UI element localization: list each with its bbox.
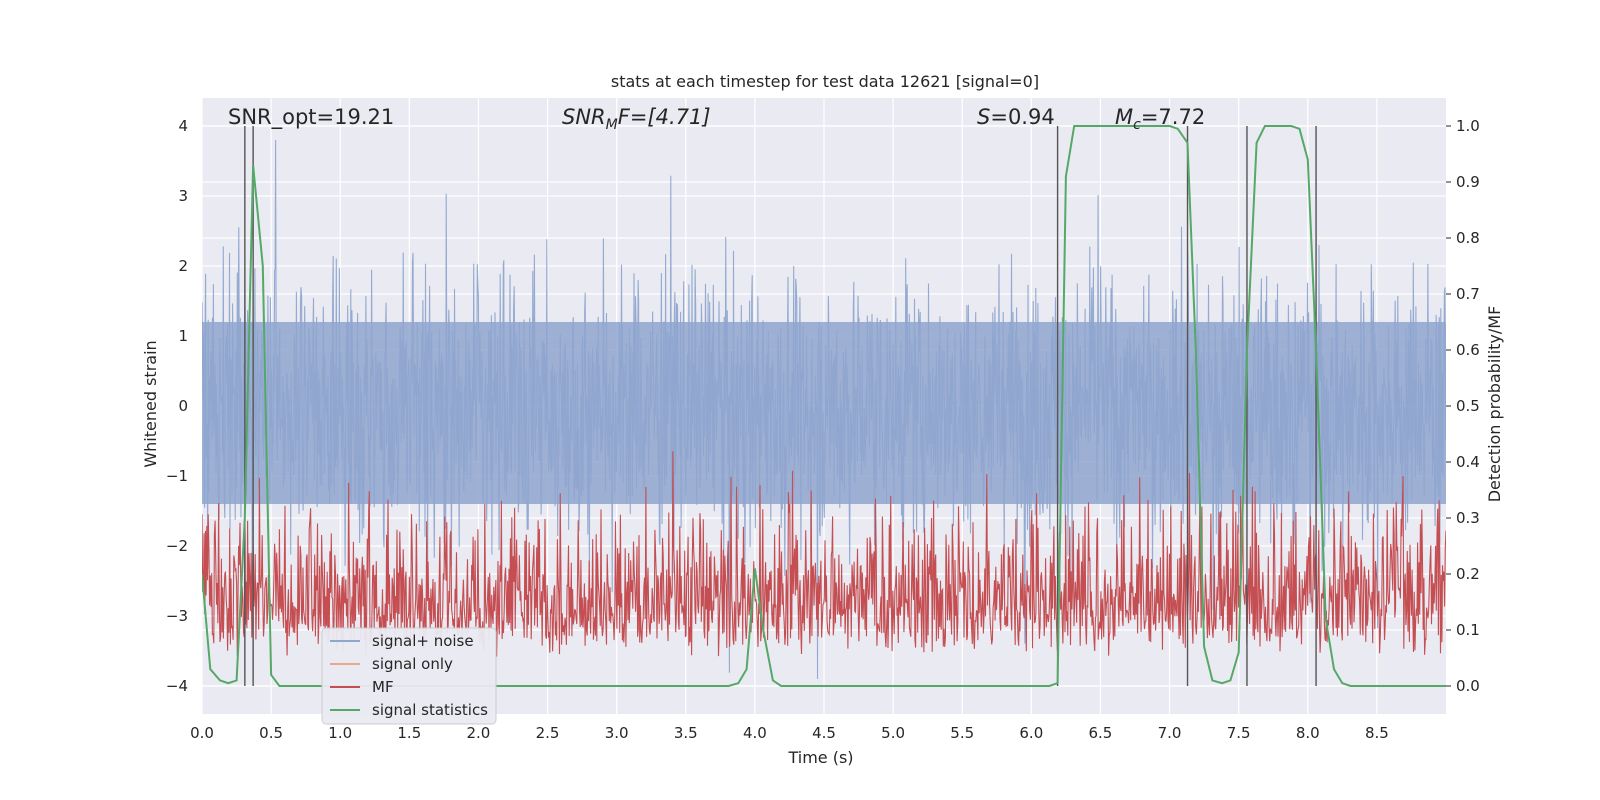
legend-label-signal-statistics: signal statistics bbox=[372, 701, 488, 719]
x-tick-label: 4.0 bbox=[743, 724, 767, 742]
series-mf bbox=[202, 451, 1446, 657]
legend-box bbox=[321, 627, 497, 725]
y2-tick-label: 0.6 bbox=[1456, 341, 1480, 359]
y-tick-label: 4 bbox=[178, 117, 188, 135]
y-tick-label: 0 bbox=[178, 397, 188, 415]
plot-content bbox=[202, 125, 1446, 687]
x-tick-label: 6.0 bbox=[1019, 724, 1043, 742]
y-tick-label: 1 bbox=[178, 327, 188, 345]
y2-tick-label: 0.8 bbox=[1456, 229, 1480, 247]
series-signal-statistics bbox=[202, 125, 1446, 687]
annotation-mc: Mc=7.72 bbox=[1115, 105, 1205, 133]
x-axis-label: Time (s) bbox=[787, 748, 853, 767]
x-tick-label: 2.0 bbox=[467, 724, 491, 742]
series-signal-noise-core bbox=[202, 322, 1446, 504]
y-tick-label: 3 bbox=[178, 187, 188, 205]
x-tick-label: 7.0 bbox=[1158, 724, 1182, 742]
y-tick-label: −4 bbox=[166, 677, 188, 695]
y-tick-label: −1 bbox=[166, 467, 188, 485]
y-tick-label: 2 bbox=[178, 257, 188, 275]
x-tick-label: 4.5 bbox=[812, 724, 836, 742]
legend: signal+ noise signal only MF signal stat… bbox=[321, 627, 497, 725]
x-tick-label: 5.5 bbox=[950, 724, 974, 742]
legend-label-signal-only: signal only bbox=[372, 655, 453, 673]
x-tick-label: 7.5 bbox=[1227, 724, 1251, 742]
y2-tick-label: 0.2 bbox=[1456, 565, 1480, 583]
chart-title: stats at each timestep for test data 126… bbox=[611, 72, 1039, 91]
x-tick-label: 2.5 bbox=[536, 724, 560, 742]
x-tick-label: 5.0 bbox=[881, 724, 905, 742]
x-tick-label: 6.5 bbox=[1089, 724, 1113, 742]
y2-tick-label: 0.4 bbox=[1456, 453, 1480, 471]
y-tick-label: −2 bbox=[166, 537, 188, 555]
x-tick-label: 0.5 bbox=[259, 724, 283, 742]
y-tick-label: −3 bbox=[166, 607, 188, 625]
y2-tick-label: 0.0 bbox=[1456, 677, 1480, 695]
x-tick-label: 8.0 bbox=[1296, 724, 1320, 742]
y2-tick-label: 0.1 bbox=[1456, 621, 1480, 639]
x-tick-label: 3.0 bbox=[605, 724, 629, 742]
annotation-s: S=0.94 bbox=[977, 105, 1055, 129]
y2-axis-label: Detection probability/MF bbox=[1485, 306, 1504, 503]
annotation-snr-opt: SNR_opt=19.21 bbox=[228, 105, 394, 130]
annotation-snr-mf: SNRMF=[4.71] bbox=[562, 105, 711, 133]
x-tick-label: 0.0 bbox=[190, 724, 214, 742]
x-tick-label: 1.5 bbox=[397, 724, 421, 742]
legend-label-mf: MF bbox=[372, 678, 394, 696]
y2-tick-label: 0.9 bbox=[1456, 173, 1480, 191]
y2-tick-label: 0.5 bbox=[1456, 397, 1480, 415]
x-tick-label: 1.0 bbox=[328, 724, 352, 742]
legend-label-signal-noise: signal+ noise bbox=[372, 632, 474, 650]
y2-tick-label: 0.3 bbox=[1456, 509, 1480, 527]
x-tick-label: 3.5 bbox=[674, 724, 698, 742]
y2-tick-label: 1.0 bbox=[1456, 117, 1480, 135]
x-tick-label: 8.5 bbox=[1365, 724, 1389, 742]
y2-tick-label: 0.7 bbox=[1456, 285, 1480, 303]
y-axis-label: Whitened strain bbox=[141, 340, 160, 467]
axis-ticks: 0.0 0.5 1.0 1.5 2.0 2.5 3.0 3.5 4.0 4.5 5.0 5.5 6.0 6… bbox=[166, 117, 1480, 742]
